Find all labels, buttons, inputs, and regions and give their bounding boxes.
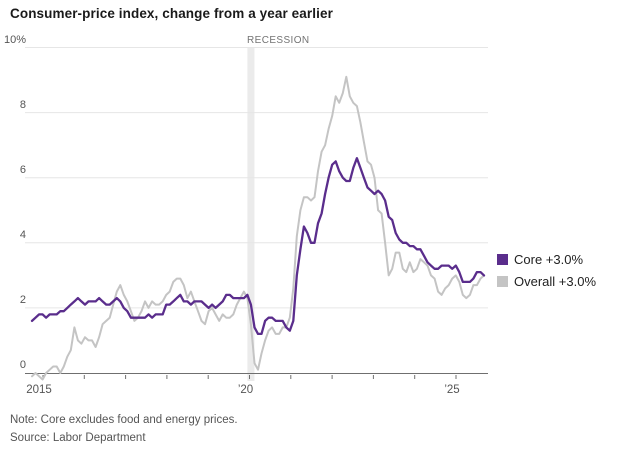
footnote: Note: Core excludes food and energy pric… <box>10 414 238 426</box>
source: Source: Labor Department <box>10 432 146 444</box>
x-axis-tick-label-2025: ’25 <box>444 384 460 396</box>
x-axis-tick-label-2020: ’20 <box>237 384 254 396</box>
legend-label-core: Core +3.0% <box>514 252 584 267</box>
y-axis-tick-label-0: 0 <box>19 359 26 371</box>
y-axis-tick-label-2: 2 <box>19 294 26 306</box>
legend: Core +3.0% Overall +3.0% <box>497 252 596 289</box>
overall-series-swatch <box>497 276 508 287</box>
legend-item-core: Core +3.0% <box>497 252 596 267</box>
core-series-swatch <box>497 254 508 265</box>
y-axis-tick-label-10: 10% <box>3 34 26 46</box>
y-axis-tick-label-4: 4 <box>19 229 26 241</box>
chart-title: Consumer-price index, change from a year… <box>10 6 333 21</box>
legend-label-overall: Overall +3.0% <box>514 274 597 289</box>
x-axis-tick-label-2015: 2015 <box>26 384 52 396</box>
y-axis-tick-label-6: 6 <box>19 164 26 176</box>
y-axis-tick-label-8: 8 <box>19 99 26 111</box>
recession-label: RECESSION <box>247 35 310 46</box>
legend-item-overall: Overall +3.0% <box>497 274 596 289</box>
